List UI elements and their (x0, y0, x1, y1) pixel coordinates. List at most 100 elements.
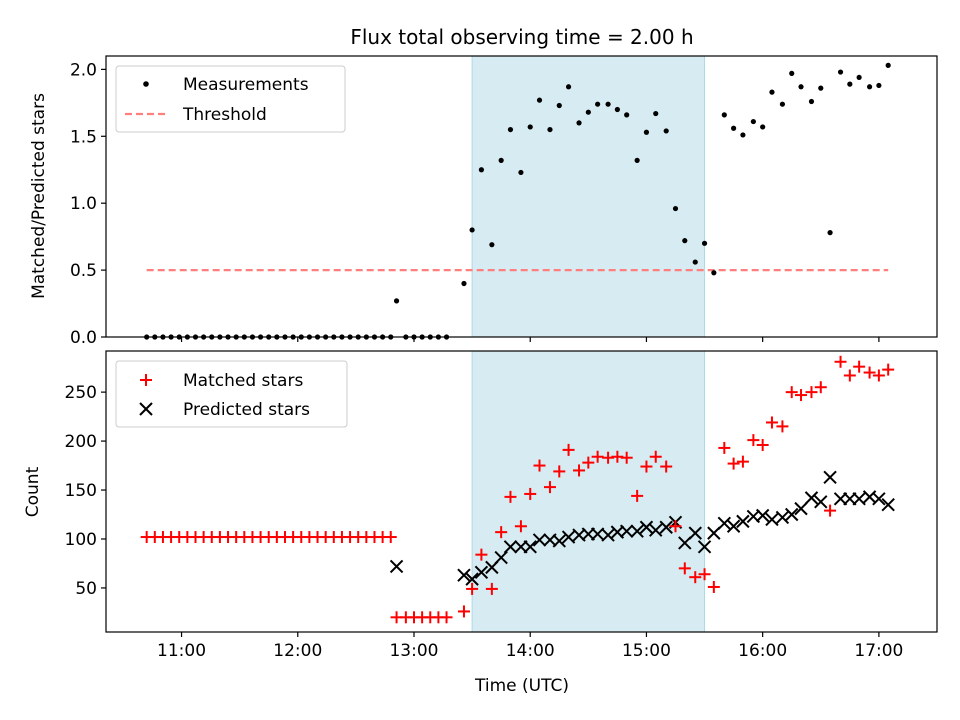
predicted-point (775, 510, 790, 525)
predicted-point (465, 572, 479, 586)
matched-point (707, 580, 720, 593)
matched-point (553, 465, 566, 478)
predicted-point (804, 491, 819, 505)
measurement-point (478, 167, 485, 173)
bottom-matched-layer (140, 355, 895, 624)
measurement-point (760, 124, 766, 130)
measurement-point (527, 124, 533, 130)
measurement-point (489, 242, 495, 248)
measurement-point (518, 169, 524, 176)
matched-point (882, 363, 895, 376)
measurement-point (866, 84, 873, 90)
measurement-point (507, 126, 514, 133)
bottom-x-tick-label: 13:00 (389, 641, 438, 661)
measurement-point (837, 69, 844, 75)
top-y-tick-label: 1.0 (70, 194, 97, 214)
bottom-y-tick-label: 150 (65, 481, 97, 501)
measurement-point (876, 82, 882, 89)
predicted-point (736, 514, 750, 529)
measurement-point (789, 70, 795, 76)
measurement-point (461, 280, 467, 287)
measurement-point (847, 81, 853, 87)
predicted-point (814, 495, 828, 509)
matched-point (591, 450, 604, 463)
bottom-x-tick-label: 14:00 (506, 641, 555, 661)
top-shaded-span (471, 55, 706, 338)
matched-point (756, 438, 769, 451)
measurement-point (711, 270, 717, 276)
predicted-point (785, 507, 799, 522)
matched-point (863, 366, 876, 379)
predicted-point (639, 520, 654, 534)
predicted-point (881, 498, 895, 512)
measurement-point (682, 238, 688, 244)
bottom-legend-box (115, 360, 348, 428)
measurement-point (556, 102, 562, 109)
measurement-point (585, 109, 591, 115)
measurement-point (779, 101, 786, 107)
bottom-x-tick-label: 12:00 (273, 641, 322, 661)
predicted-point (457, 568, 471, 582)
bottom-x-label: Time (UTC) (474, 676, 569, 696)
matched-point (640, 460, 653, 473)
top-axes-frame (105, 55, 938, 338)
predicted-point (765, 512, 779, 527)
predicted-point (532, 533, 547, 547)
predicted-point (494, 550, 508, 565)
top-legend-box (115, 65, 346, 133)
measurement-point (565, 84, 572, 90)
predicted-point (707, 526, 721, 540)
predicted-point (619, 524, 634, 538)
bottom-y-tick-label: 250 (65, 383, 97, 403)
predicted-point (474, 565, 489, 579)
matched-point (485, 582, 498, 595)
matched-point (834, 355, 847, 368)
predicted-point (852, 492, 866, 506)
legend-matched-label: Matched stars (183, 371, 303, 391)
measurement-point (536, 97, 543, 103)
figure-title: Flux total observing time = 2.00 h (350, 25, 693, 49)
legend-threshold-label: Threshold (182, 105, 267, 125)
predicted-point (630, 524, 644, 538)
legend-measurements-label: Measurements (183, 75, 309, 95)
top-y-axis: 0.0 0.5 1.0 1.5 2.0 (70, 60, 106, 348)
matched-point (533, 459, 546, 472)
predicted-point (794, 501, 808, 516)
matched-point (669, 520, 682, 533)
legend-matched-marker (140, 374, 152, 386)
matched-point (824, 504, 837, 517)
predicted-point (755, 508, 770, 523)
measurement-point (576, 120, 582, 126)
predicted-point (523, 540, 537, 554)
predicted-point (872, 492, 886, 506)
measurement-point (653, 110, 659, 117)
bottom-y-tick-label: 100 (65, 530, 97, 550)
top-y-label: Matched/Predicted stars (29, 93, 49, 299)
top-panel: 0.00.51.01.52.0 Matched/Predicted stars … (29, 55, 938, 348)
measurement-point (721, 112, 727, 118)
bottom-panel: 50 100 150 200 250 11:00 12:00 13:00 14:00 15:00… (23, 350, 938, 696)
legend-predicted-marker (139, 402, 153, 416)
matched-point (814, 381, 827, 394)
matched-point (631, 489, 644, 502)
legend-measurements-marker (143, 81, 149, 87)
matched-point (466, 582, 479, 595)
top-y-tick-label: 0.5 (70, 261, 97, 281)
predicted-point (649, 523, 663, 537)
measurement-point (469, 227, 475, 233)
matched-point (689, 571, 702, 584)
measurement-point (692, 259, 698, 265)
top-x-ticks (180, 337, 880, 342)
bottom-y-axis: 50 100 150 200 250 (65, 383, 106, 599)
measurement-point (614, 106, 620, 113)
matched-point (384, 531, 397, 544)
predicted-point (823, 470, 837, 485)
matched-point (776, 420, 789, 433)
matched-point (649, 450, 662, 463)
bottom-axes-frame (105, 350, 938, 633)
measurement-point (672, 205, 679, 212)
predicted-point (659, 520, 673, 534)
bottom-y-tick-label: 50 (75, 579, 97, 599)
measurement-point (634, 157, 640, 163)
